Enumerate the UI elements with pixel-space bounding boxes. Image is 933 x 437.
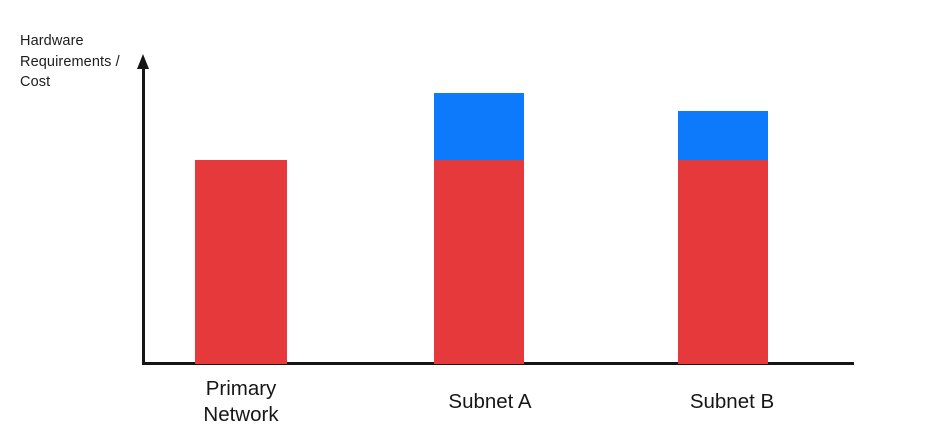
x-tick-label-primary-network: Primary Network [203,377,279,426]
y-axis-arrow-icon [137,54,149,69]
bar-segment-base [678,160,768,364]
bar-segment-base [434,160,524,364]
y-axis-label: Hardware Requirements / Cost [20,33,120,90]
bar-segment-overhead [434,92,524,160]
x-tick-label-subnet-b: Subnet B [689,390,775,413]
bar-subnet-a [434,92,524,364]
y-axis [142,64,145,364]
bar-primary-network [195,160,287,364]
bar-subnet-b [678,111,768,364]
bar-segment-base [195,160,287,364]
x-tick-label-subnet-a: Subnet A [448,390,532,413]
bar-segment-overhead [678,111,768,160]
